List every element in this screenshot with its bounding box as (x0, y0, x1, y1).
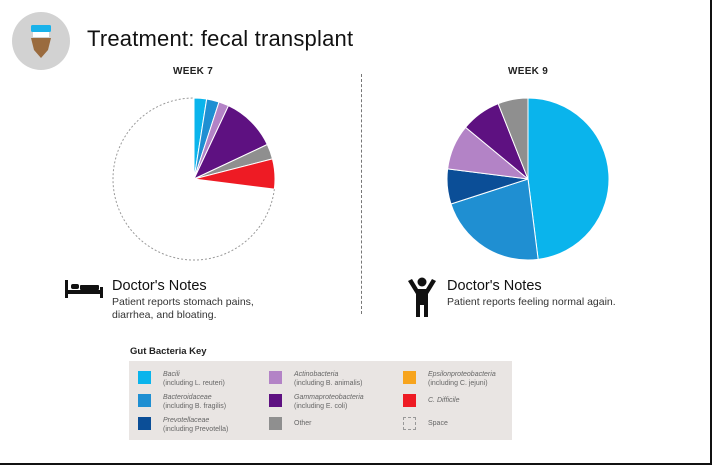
key-label: Bacteroidaceae (163, 394, 212, 401)
key-sublabel: (including C. jejuni) (428, 380, 488, 387)
key-item-bacteroidaceae: Bacteroidaceae (including B. fragilis) (138, 393, 226, 411)
key-item-prevotellaceae: Prevotellaceae (including Prevotella) (138, 416, 228, 434)
key-label: Epsilonproteobacteria (428, 371, 496, 378)
week-7-pie-chart (112, 97, 276, 261)
pie-slice-bacili (527, 97, 610, 260)
bed-icon (65, 280, 103, 298)
key-item-epsilonproteobacteria: Epsilonproteobacteria (including C. jejun… (403, 370, 496, 388)
week-9-pie-chart (446, 97, 610, 261)
treatment-badge (12, 12, 70, 70)
capsule-icon (31, 25, 51, 58)
key-item-c-difficile: C. Difficile (403, 393, 460, 407)
key-label: Actinobacteria (294, 371, 339, 378)
key-swatch (269, 371, 282, 384)
page-title: Treatment: fecal transplant (87, 26, 354, 51)
key-sublabel: (including E. coli) (294, 403, 348, 410)
key-label: Other (294, 420, 312, 427)
right-notes-text: Patient reports feeling normal again. (447, 296, 616, 308)
key-item-bacili: Bacili (including L. reuteri) (138, 370, 225, 388)
chart-divider (361, 74, 362, 314)
key-sublabel: (including L. reuteri) (163, 380, 225, 387)
key-title: Gut Bacteria Key (130, 346, 207, 357)
key-swatch (403, 371, 416, 384)
key-label: Bacili (163, 371, 180, 378)
key-swatch (138, 394, 151, 407)
left-notes-text: Patient reports stomach pains, diarrhea,… (112, 296, 254, 321)
key-sublabel: (including B. animalis) (294, 380, 363, 387)
key-swatch (403, 394, 416, 407)
key-item-gammaproteobacteria: Gammaproteobacteria (including E. coli) (269, 393, 364, 411)
key-swatch (269, 417, 282, 430)
key-swatch (138, 417, 151, 430)
key-item-actinobacteria: Actinobacteria (including B. animalis) (269, 370, 362, 388)
key-label: C. Difficile (428, 397, 460, 404)
bacteria-key: Bacili (including L. reuteri) Bacteroidac… (129, 361, 512, 440)
key-swatch-space (403, 417, 416, 430)
pie-slice-space (112, 97, 275, 261)
page-frame (0, 0, 712, 465)
pie-slice-other (497, 97, 529, 180)
pie-slice-c-difficile (193, 158, 276, 190)
left-notes-title: Doctor's Notes (112, 278, 207, 294)
pie-slice-bacteroidaceae (450, 178, 539, 261)
key-sublabel: (including B. fragilis) (163, 403, 227, 410)
key-swatch (138, 371, 151, 384)
week-7-label: WEEK 7 (173, 66, 214, 77)
week-9-label: WEEK 9 (508, 66, 549, 77)
person-arms-up-icon (408, 277, 436, 317)
key-item-other: Other (269, 416, 312, 430)
right-notes-title: Doctor's Notes (447, 278, 542, 294)
key-swatch (269, 394, 282, 407)
key-label: Space (428, 420, 448, 427)
key-label: Prevotellaceae (163, 417, 210, 424)
key-sublabel: (including Prevotella) (163, 426, 229, 433)
key-item-space: Space (403, 416, 448, 430)
key-label: Gammaproteobacteria (294, 394, 364, 401)
